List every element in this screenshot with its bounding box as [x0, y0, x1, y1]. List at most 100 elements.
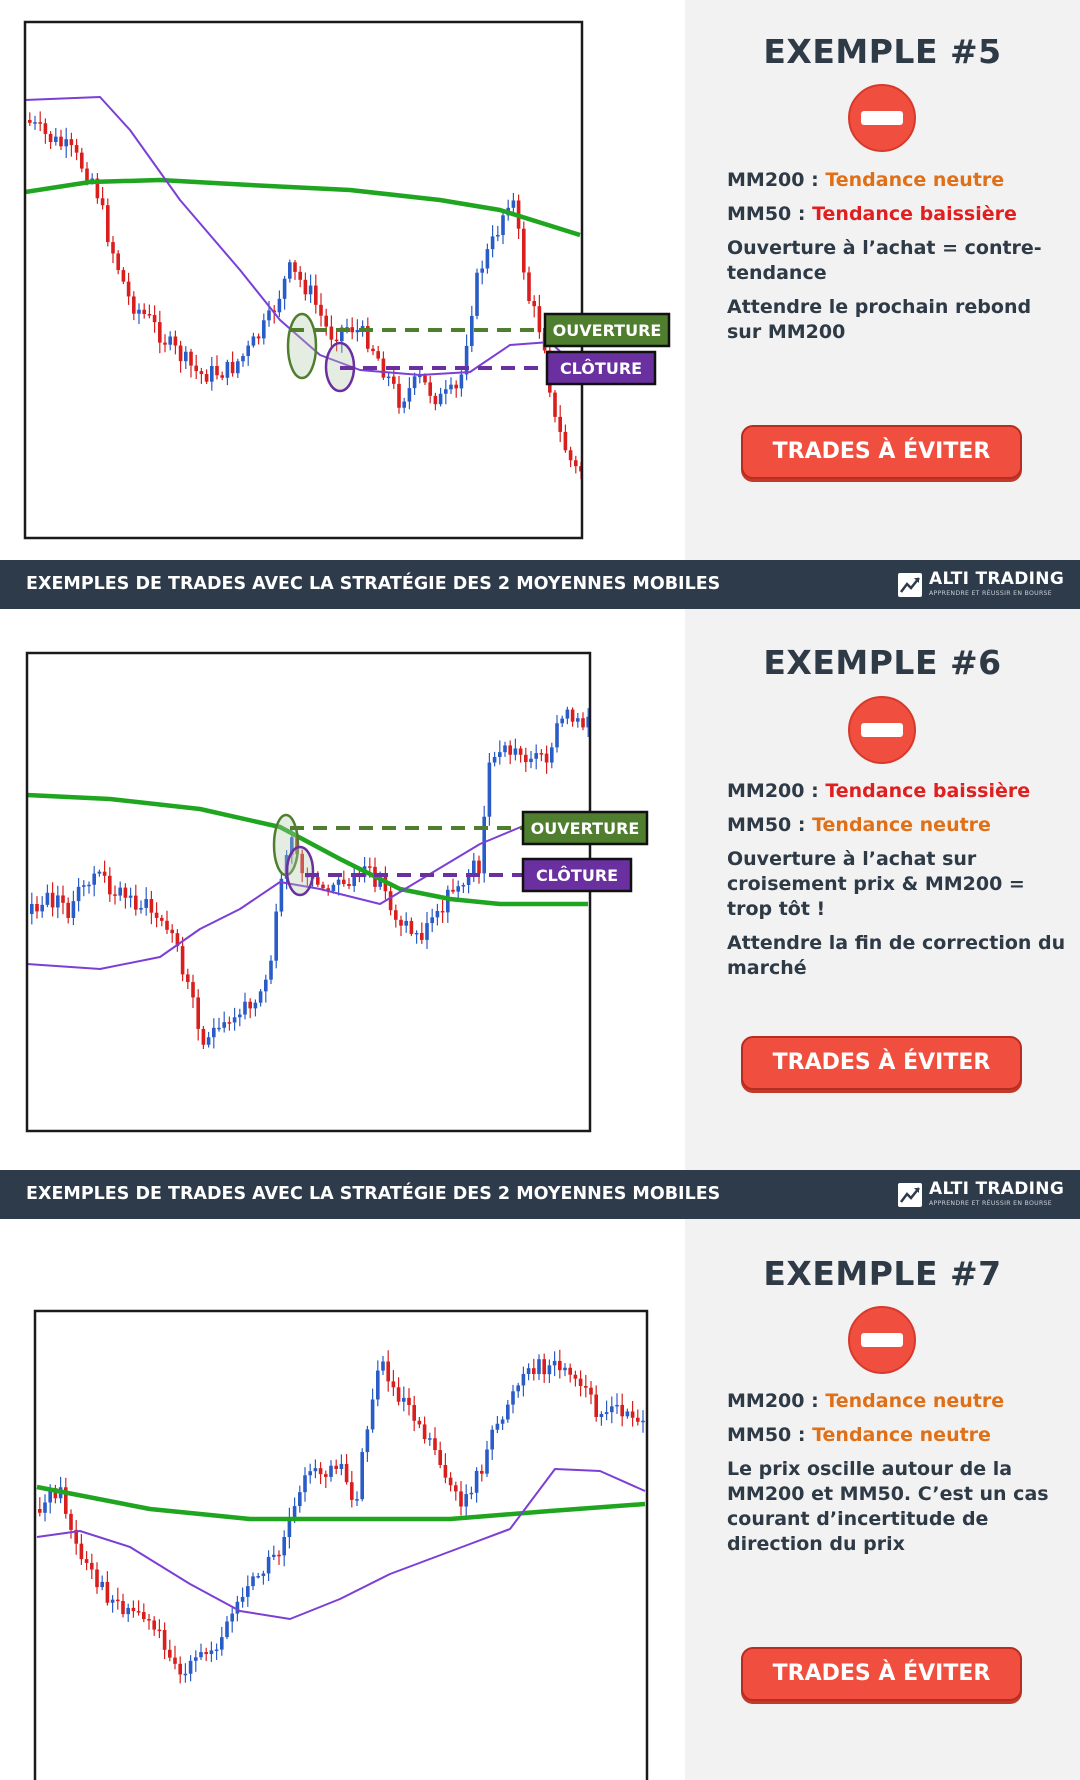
- trend-info: MM200 : Tendance neutre MM50 : Tendance …: [727, 168, 1067, 354]
- candle-down: [293, 262, 297, 272]
- candle-up: [303, 1475, 307, 1493]
- candle-down: [376, 351, 380, 359]
- example-title: EXEMPLE #5: [763, 32, 1002, 71]
- mm50-trend: Tendance neutre: [812, 1424, 991, 1446]
- candle-up: [597, 711, 601, 715]
- candle-down: [433, 1438, 437, 1451]
- candle-down: [573, 1374, 578, 1379]
- trend-info: MM200 : Tendance baissière MM50 : Tendan…: [727, 779, 1067, 990]
- candle-up: [33, 122, 37, 124]
- no-entry-icon: [848, 84, 916, 152]
- candle-down: [388, 891, 393, 911]
- candle-up: [279, 878, 284, 912]
- candle-down: [100, 198, 105, 206]
- candle-up: [555, 723, 559, 748]
- candle-down: [381, 358, 386, 378]
- example-section-7: EXEMPLE #7 MM200 : Tendance neutre MM50 …: [0, 1219, 1080, 1780]
- trades-to-avoid-button[interactable]: TRADES À ÉVITER: [741, 1036, 1022, 1090]
- candle-up: [521, 1373, 526, 1386]
- candle-down: [318, 1468, 323, 1475]
- candle-down: [316, 877, 320, 885]
- candle-down: [152, 314, 157, 323]
- candle-up: [282, 278, 287, 299]
- candle-down: [480, 1470, 484, 1474]
- annotation-label: CLÔTURE: [536, 866, 618, 885]
- candle-up: [550, 747, 554, 763]
- candle-down: [147, 1619, 151, 1621]
- candle-down: [69, 139, 74, 146]
- candle-up: [251, 1576, 255, 1587]
- candle-down: [35, 903, 39, 912]
- candle-down: [186, 974, 190, 983]
- no-entry-icon: [848, 1306, 916, 1374]
- candle-up: [232, 1017, 237, 1023]
- candle-down: [568, 1367, 572, 1375]
- candle-down: [38, 1509, 42, 1513]
- candle-down: [48, 133, 53, 142]
- candle-down: [454, 384, 458, 389]
- candle-up: [194, 1657, 198, 1661]
- candle-up: [576, 718, 580, 722]
- annotation-label: OUVERTURE: [553, 321, 662, 340]
- candle-up: [261, 1573, 266, 1577]
- candle-down: [134, 895, 138, 910]
- trades-to-avoid-button[interactable]: TRADES À ÉVITER: [741, 425, 1022, 479]
- candle-up: [329, 1465, 333, 1477]
- candle-down: [542, 1359, 546, 1375]
- mm200-trend: Tendance neutre: [825, 169, 1005, 191]
- candle-up: [563, 1367, 567, 1371]
- candle-down: [59, 136, 63, 147]
- candle-up: [210, 365, 214, 382]
- candle-up: [641, 1420, 645, 1423]
- note-2: Attendre la fin de correction du marché: [727, 932, 1066, 979]
- candle-up: [500, 1419, 505, 1424]
- candle-down: [522, 228, 526, 273]
- candle-down: [113, 894, 117, 896]
- candle-down: [116, 1599, 120, 1602]
- candle-up: [534, 753, 538, 759]
- candle-up: [258, 991, 263, 1003]
- candle-up: [565, 709, 570, 719]
- candle-up: [604, 1412, 609, 1415]
- candle-up: [97, 871, 102, 874]
- candle-down: [366, 326, 370, 349]
- candle-up: [240, 1596, 245, 1602]
- candle-up: [552, 1360, 557, 1366]
- candle-down: [50, 892, 55, 908]
- candle-down: [204, 1652, 208, 1655]
- candle-up: [529, 758, 533, 763]
- candle-down: [136, 1611, 141, 1613]
- annotation-box: [543, 312, 671, 348]
- candle-up: [414, 932, 419, 935]
- candle-down: [438, 1450, 442, 1465]
- brand-tagline: APPRENDRE ET RÉUSSIR EN BOURSE: [929, 590, 1052, 597]
- candle-up: [336, 879, 341, 885]
- candle-up: [340, 327, 344, 342]
- note-1: Ouverture à l’achat sur croisement prix …: [727, 848, 1025, 920]
- candle-up: [118, 887, 122, 896]
- candle-up: [355, 1499, 359, 1501]
- info-panel-5: EXEMPLE #5 MM200 : Tendance neutre MM50 …: [685, 0, 1080, 560]
- candle-down: [563, 431, 568, 451]
- candle-up: [225, 361, 230, 378]
- candle-up: [222, 1022, 226, 1028]
- candle-down: [397, 383, 401, 408]
- candle-down: [303, 279, 308, 295]
- trades-to-avoid-button[interactable]: TRADES À ÉVITER: [741, 1647, 1022, 1701]
- candle-up: [438, 393, 443, 405]
- candle-up: [418, 375, 422, 378]
- candle-down: [350, 327, 354, 333]
- candle-up: [474, 1470, 479, 1493]
- candle-down: [440, 910, 445, 913]
- candle-down: [162, 1630, 167, 1650]
- candle-up: [100, 1581, 104, 1588]
- chart-logo-icon: [898, 573, 922, 597]
- candle-up: [490, 236, 495, 250]
- candle-down: [95, 178, 100, 199]
- candle-down: [28, 120, 32, 123]
- candle-up: [404, 920, 408, 926]
- candle-up: [547, 1365, 552, 1375]
- candle-up: [381, 1361, 385, 1371]
- candle-up: [64, 139, 68, 147]
- chart-area-6: OUVERTURE CLÔTURE: [0, 609, 685, 1170]
